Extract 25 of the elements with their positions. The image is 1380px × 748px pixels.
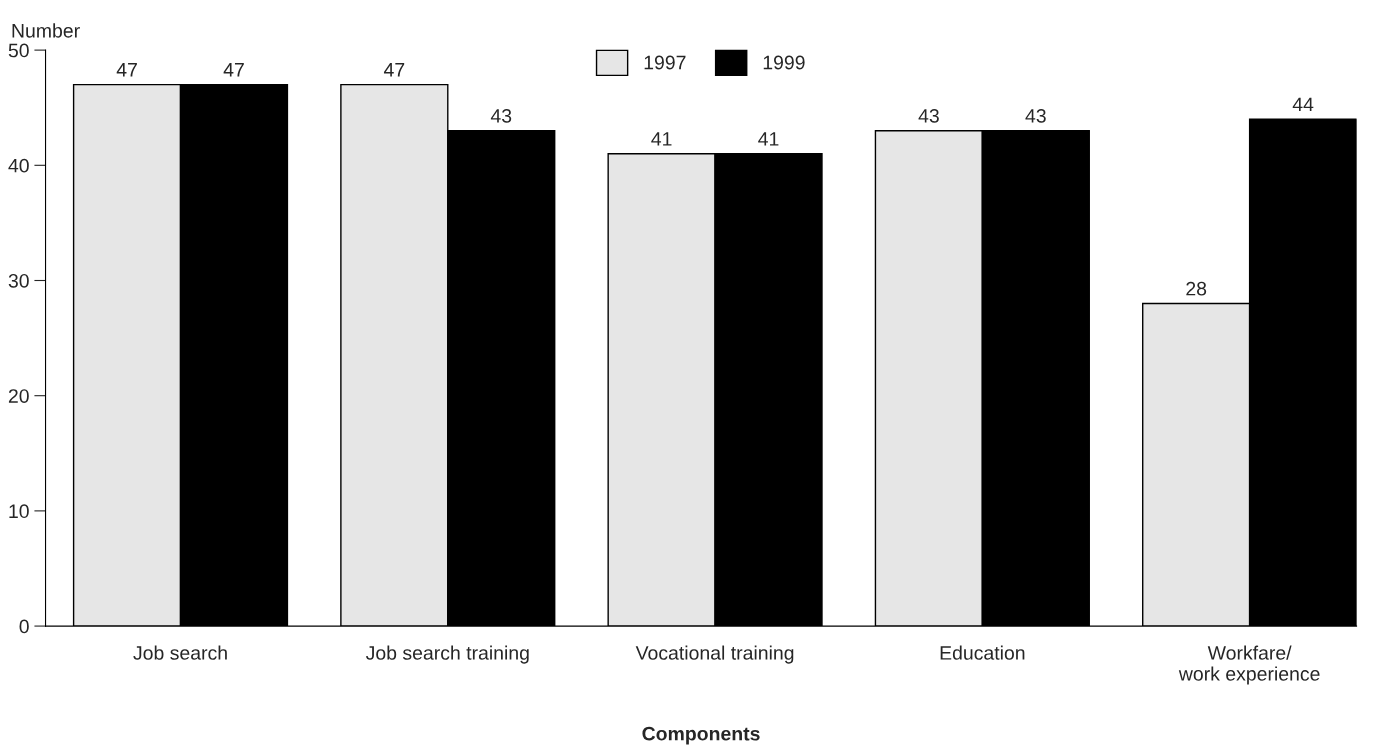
x-tick-label: Education [940,645,1025,660]
y-tick-label: 50 [8,43,29,58]
y-axis-title: Number [12,23,80,38]
x-tick-label: Job search [133,645,227,660]
legend-label: 1997 [644,55,686,70]
y-tick-label: 40 [8,158,29,173]
x-tick-label: Vocational training [635,645,794,664]
y-tick-label: 30 [8,273,29,288]
y-tick-label: 10 [9,504,29,519]
data-label: 43 [1025,108,1046,123]
data-label: 43 [918,108,939,123]
data-label: 47 [116,63,137,77]
data-label: 47 [383,63,405,77]
data-label: 41 [651,132,672,146]
data-label: 41 [758,132,779,146]
data-label: 28 [1186,281,1207,296]
legend-label: 1999 [763,55,805,70]
y-tick-label: 0 [19,619,29,634]
x-tick-label: Job search training [365,645,529,664]
y-tick-label: 20 [8,389,29,403]
data-label: 44 [1292,97,1314,112]
x-tick-label: Workfare/ work experience [1178,645,1320,685]
data-label: 47 [223,63,244,77]
x-axis-title: Components [642,726,760,745]
data-label: 43 [490,108,512,123]
